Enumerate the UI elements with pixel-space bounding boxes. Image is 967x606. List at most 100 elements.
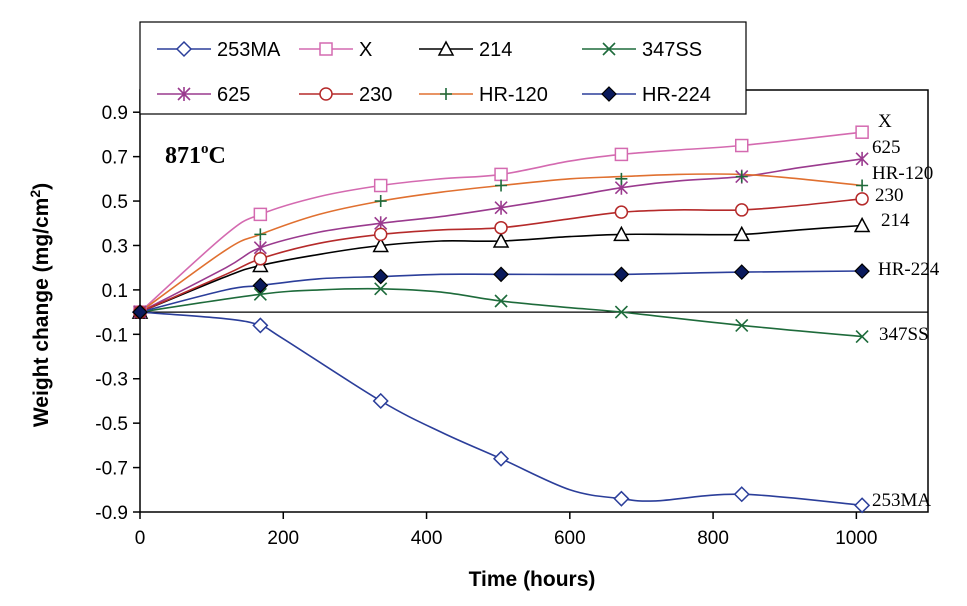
series-line-347ss [139, 287, 863, 338]
y-tick-label: 0.9 [102, 103, 128, 124]
temperature-annotation: 871oC [165, 141, 226, 169]
data-point-253ma [372, 392, 389, 410]
data-point-625 [494, 200, 508, 215]
data-point-347ss [735, 318, 749, 332]
data-point-hr-224 [493, 266, 509, 283]
legend-marker-347ss [602, 42, 616, 56]
y-tick-label: -0.3 [95, 370, 128, 391]
x-tick-label: 800 [697, 528, 729, 549]
legend-label-347ss: 347SS [642, 39, 702, 61]
y-tick-label: -0.7 [95, 459, 128, 480]
data-point-hr-224 [613, 266, 630, 283]
legend-marker-hr-120 [440, 88, 452, 100]
data-point-hr-120 [495, 179, 508, 192]
data-point-hr-120 [735, 170, 748, 183]
legend-item-x: X [299, 39, 372, 61]
y-axis-title: Weight change (mg/cm2) [27, 183, 53, 427]
data-point-hr-120 [615, 172, 628, 185]
data-point-347ss [494, 294, 508, 308]
end-label-hr-120: HR-120 [872, 163, 933, 184]
end-label-347ss: 347SS [879, 324, 929, 345]
data-point-347ss [855, 329, 869, 344]
legend-marker-x [319, 42, 333, 56]
series-markers-hr-224 [132, 263, 870, 320]
end-label-625: 625 [872, 137, 901, 158]
x-tick-label: 0 [135, 528, 146, 549]
data-point-hr-120 [374, 195, 387, 208]
data-point-x [494, 167, 508, 182]
y-tick-label: 0.7 [102, 148, 128, 169]
legend-marker-253ma [175, 40, 193, 58]
y-axis: 0.9 0.7 0.5 0.3 0.1 -0.1 -0.3 -0.5 -0.7 -0.9 [95, 103, 140, 524]
legend-item-hr-120: HR-120 [419, 84, 548, 106]
legend-marker-hr-224 [601, 86, 617, 102]
legend-label-625: 625 [217, 84, 250, 106]
data-point-253ma [492, 450, 510, 467]
legend-item-253ma: 253MA [157, 39, 281, 61]
legend-box [139, 21, 747, 115]
plot-area-border [139, 89, 929, 513]
data-point-hr-224 [854, 263, 870, 279]
data-point-253ma [733, 486, 750, 503]
series-line-253ma [139, 311, 863, 507]
series-line-hr-224 [139, 270, 863, 313]
end-label-hr-224: HR-224 [878, 259, 940, 280]
data-point-625 [855, 151, 869, 166]
legend-label-230: 230 [359, 84, 392, 106]
y-tick-label: 0.5 [102, 192, 128, 213]
data-point-hr-120 [254, 228, 267, 241]
data-point-x [855, 125, 869, 139]
data-point-230 [734, 203, 749, 217]
end-label-x: X [878, 111, 892, 132]
data-point-x [614, 147, 629, 162]
data-point-253ma [854, 497, 871, 514]
series-markers-hr-120 [134, 170, 869, 319]
legend-marker-625 [177, 87, 191, 101]
data-point-214 [613, 225, 630, 242]
data-point-hr-224 [252, 277, 269, 294]
y-tick-label: -0.9 [95, 503, 128, 524]
end-label-253ma: 253MA [872, 490, 931, 511]
data-point-347ss [253, 287, 267, 301]
legend-label-hr-224: HR-224 [642, 84, 711, 106]
data-point-hr-224 [372, 268, 389, 285]
x-axis: 0 200 400 600 800 1000 [135, 311, 928, 549]
legend-label-x: X [359, 39, 372, 61]
end-label-214: 214 [881, 210, 910, 231]
end-label-230: 230 [875, 185, 904, 206]
data-point-214 [733, 225, 751, 242]
data-point-214 [372, 236, 389, 253]
legend-item-347ss: 347SS [582, 39, 702, 61]
data-point-x [734, 138, 749, 153]
series-markers-347ss [133, 282, 869, 344]
y-tick-label: -0.5 [95, 414, 128, 435]
legend-label-214: 214 [479, 39, 512, 61]
plot-frame [139, 89, 929, 513]
series-markers-230 [133, 192, 869, 319]
series-markers-253ma [131, 304, 871, 514]
legend-label-253ma: 253MA [217, 39, 281, 61]
data-point-hr-120 [856, 179, 869, 192]
data-point-253ma [252, 317, 269, 334]
legend-marker-230 [319, 87, 333, 101]
legend-label-hr-120: HR-120 [479, 84, 548, 106]
data-point-x [253, 207, 268, 222]
x-tick-label: 1000 [835, 528, 877, 549]
data-point-347ss [374, 282, 388, 296]
legend: 253MA X 214 347SS 625 230 HR-120 HR-224 [139, 21, 747, 115]
x-tick-label: 200 [267, 528, 299, 549]
data-point-230 [253, 252, 268, 266]
y-tick-label: -0.1 [95, 325, 128, 346]
data-point-230 [494, 220, 508, 235]
data-point-214 [853, 216, 871, 233]
legend-item-214: 214 [419, 39, 512, 61]
data-point-214 [492, 232, 510, 248]
data-point-230 [373, 227, 388, 242]
data-point-hr-224 [132, 304, 148, 320]
legend-item-625: 625 [157, 84, 250, 106]
data-point-hr-224 [733, 264, 750, 280]
x-tick-label: 600 [554, 528, 586, 549]
series-line-x [139, 131, 863, 313]
